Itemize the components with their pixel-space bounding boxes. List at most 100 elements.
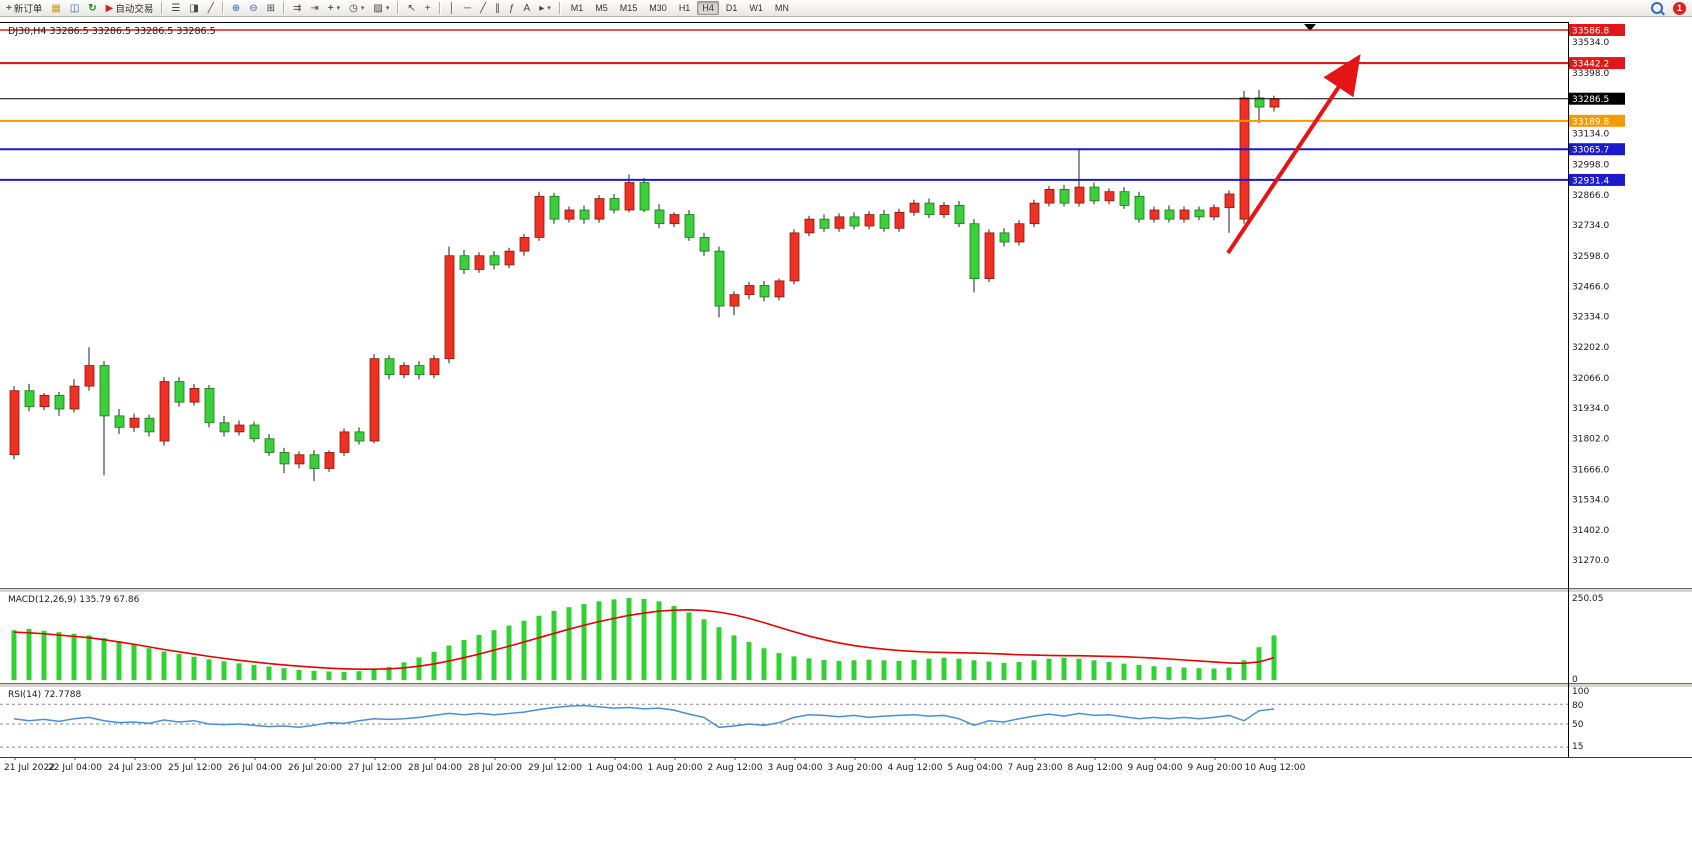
horizontal-levels: 33586.8 33442.2 33286.5 33189.8 33065.7 32931… <box>0 24 1625 186</box>
search-button[interactable] <box>1647 0 1667 17</box>
timeframe-button-m5[interactable]: M5 <box>595 2 608 13</box>
fibonacci-tool-button[interactable]: ƒ <box>505 0 519 17</box>
arrows-tool-button[interactable]: ▸ ▾ <box>535 0 555 17</box>
tile-windows-button[interactable]: ⊞ <box>263 0 279 17</box>
price-badge-resistance-upper <box>1569 24 1625 36</box>
channel-tool-button[interactable]: ∥ <box>491 0 504 17</box>
add-indicator-icon: + <box>327 2 334 14</box>
candle <box>654 204 665 229</box>
candle <box>99 360 110 476</box>
svg-text:31934.0: 31934.0 <box>1572 404 1609 414</box>
macd-bar <box>761 648 767 680</box>
candle <box>384 355 395 380</box>
candle <box>729 291 740 316</box>
toolbar-separator <box>558 2 561 14</box>
macd-bar <box>416 657 422 680</box>
profiles-icon: ◫ <box>69 2 80 14</box>
autotrading-button[interactable]: ▶ 自动交易 <box>102 0 158 17</box>
timeframe-button-h1[interactable]: H1 <box>678 2 691 13</box>
vertical-line-tool-button[interactable]: │ <box>445 0 459 17</box>
candle <box>459 250 470 275</box>
refresh-button[interactable]: ↻ <box>84 0 100 17</box>
candle <box>669 212 680 228</box>
macd-bar <box>1121 663 1127 680</box>
macd-bar <box>446 645 452 680</box>
periods-button[interactable]: ◷ ▾ <box>345 0 368 17</box>
candle <box>324 450 335 472</box>
candle <box>1044 185 1055 207</box>
bar-chart-button[interactable]: ☰ <box>167 0 184 17</box>
macd-bar <box>431 651 437 680</box>
tile-windows-icon: ⊞ <box>266 2 275 14</box>
trendline-tool-button[interactable]: ╱ <box>476 0 490 17</box>
auto-scroll-button[interactable]: ⇉ <box>289 0 305 17</box>
macd-bar <box>806 658 812 680</box>
line-chart-button[interactable]: ╱ <box>204 0 218 17</box>
candle <box>114 409 125 435</box>
candle <box>84 347 95 391</box>
crosshair-tool-button[interactable]: + <box>421 0 435 17</box>
cursor-tool-button[interactable]: ↖ <box>403 0 419 17</box>
notification-badge[interactable]: 1 <box>1673 1 1686 15</box>
horizontal-line-icon: ─ <box>463 2 471 14</box>
timeframe-button-h4[interactable]: H4 <box>697 0 719 15</box>
macd-bar <box>281 668 287 680</box>
clock-icon: ◷ <box>349 2 358 14</box>
svg-text:9 Aug 04:00: 9 Aug 04:00 <box>1128 763 1183 773</box>
candle <box>204 384 215 428</box>
timeframe-button-m1[interactable]: M1 <box>570 2 584 13</box>
new-chart-button[interactable]: ▦ <box>47 0 64 17</box>
candle <box>789 229 800 285</box>
candle <box>69 379 80 413</box>
macd-bar <box>641 599 647 680</box>
new-order-button[interactable]: + 新订单 <box>2 0 46 17</box>
svg-text:26 Jul 04:00: 26 Jul 04:00 <box>228 763 282 773</box>
profiles-button[interactable]: ◫ <box>66 0 83 17</box>
price-badge-current-price <box>1569 92 1625 105</box>
templates-button[interactable]: ▨ ▾ <box>369 0 393 17</box>
macd-bar <box>1001 662 1007 680</box>
timeframe-button-m15[interactable]: M15 <box>619 2 638 13</box>
macd-bar <box>56 632 62 680</box>
add-indicator-button[interactable]: + ▾ <box>324 0 344 17</box>
macd-bar <box>1196 668 1202 680</box>
fibonacci-icon: ƒ <box>508 2 515 14</box>
svg-text:33286.5: 33286.5 <box>1572 95 1609 105</box>
trend-arrow-annotation[interactable] <box>1226 54 1361 255</box>
text-tool-icon: A <box>523 2 531 14</box>
chart-shift-marker[interactable] <box>1304 24 1316 31</box>
macd-signal-line <box>13 609 1275 670</box>
timeframe-button-w1[interactable]: W1 <box>749 2 763 13</box>
candle <box>1164 205 1175 223</box>
timeframe-button-d1[interactable]: D1 <box>725 2 738 13</box>
candle <box>579 205 590 224</box>
horizontal-line-tool-button[interactable]: ─ <box>460 0 475 17</box>
svg-text:250.05: 250.05 <box>1572 594 1604 604</box>
candlestick-chart-button[interactable]: ◨ <box>185 0 202 17</box>
candle <box>774 278 785 301</box>
trendline-icon: ╱ <box>479 2 486 14</box>
macd-bar <box>221 661 227 680</box>
svg-text:31402.0: 31402.0 <box>1572 526 1609 536</box>
text-tool-button[interactable]: A <box>520 0 535 17</box>
macd-bar <box>1226 667 1232 680</box>
svg-text:25 Jul 12:00: 25 Jul 12:00 <box>168 763 222 773</box>
macd-bar <box>1106 661 1112 680</box>
price-badge-resistance-target <box>1569 57 1625 70</box>
arrows-tool-icon: ▸ <box>539 2 545 14</box>
candle <box>54 391 65 416</box>
macd-bar <box>191 656 197 680</box>
chart-shift-icon: ⇥ <box>310 2 319 14</box>
zoom-in-button[interactable]: ⊕ <box>228 0 244 17</box>
zoom-out-button[interactable]: ⊖ <box>245 0 261 17</box>
candle <box>879 209 890 232</box>
timeframe-button-m30[interactable]: M30 <box>649 2 667 13</box>
candle <box>1179 206 1190 223</box>
toolbar-right-group: 1 <box>1647 0 1690 17</box>
svg-text:4 Aug 12:00: 4 Aug 12:00 <box>888 763 943 773</box>
timeframe-button-mn[interactable]: MN <box>774 2 789 13</box>
chart-shift-button[interactable]: ⇥ <box>306 0 322 17</box>
